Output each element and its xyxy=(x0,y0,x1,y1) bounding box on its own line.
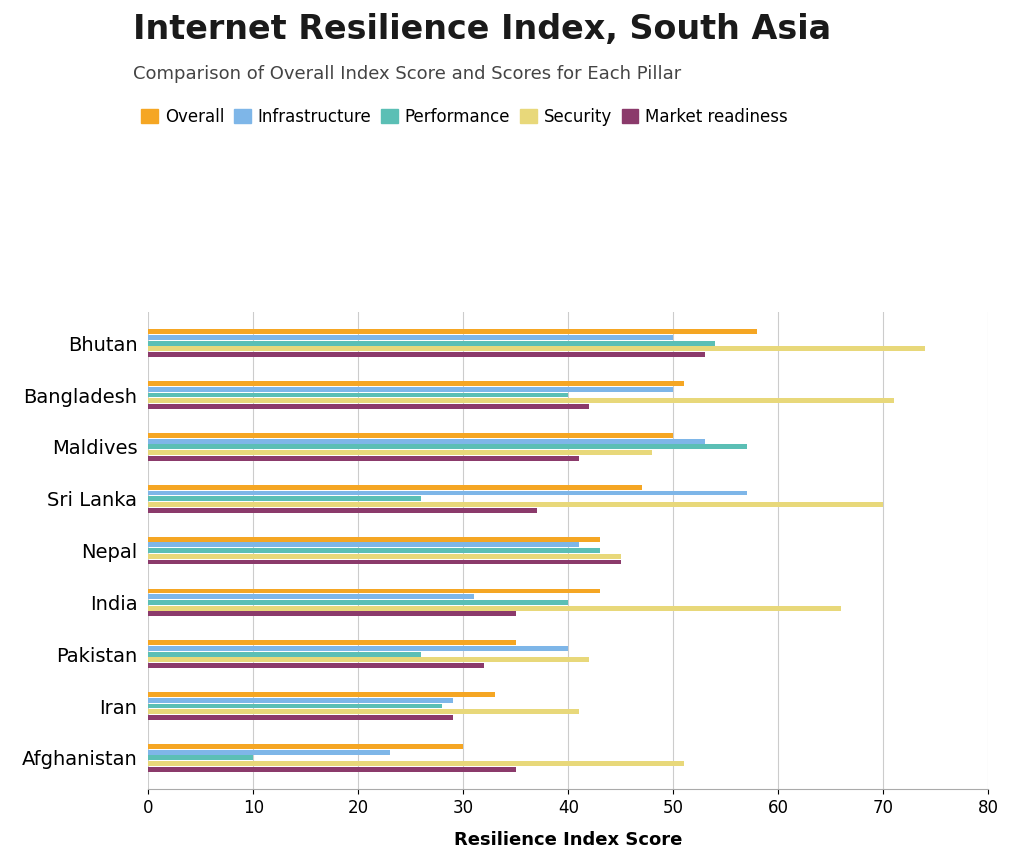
Bar xyxy=(148,352,705,357)
Bar xyxy=(148,433,674,438)
Bar xyxy=(148,663,484,668)
Bar xyxy=(148,548,600,553)
Bar xyxy=(148,445,746,449)
Bar xyxy=(148,381,684,386)
Bar xyxy=(148,611,516,616)
Bar xyxy=(148,709,579,714)
Bar xyxy=(148,554,621,558)
Bar xyxy=(148,600,568,605)
Bar xyxy=(148,657,590,662)
Bar xyxy=(148,761,684,766)
Bar xyxy=(148,755,254,760)
Bar xyxy=(148,393,568,397)
Bar xyxy=(148,543,579,547)
Text: Comparison of Overall Index Score and Scores for Each Pillar: Comparison of Overall Index Score and Sc… xyxy=(133,65,681,83)
X-axis label: Resilience Index Score: Resilience Index Score xyxy=(454,831,683,849)
Bar xyxy=(148,750,390,754)
Bar xyxy=(148,692,495,697)
Bar xyxy=(148,704,442,708)
Bar xyxy=(148,439,705,444)
Bar xyxy=(148,491,746,495)
Bar xyxy=(148,589,600,593)
Bar xyxy=(148,537,600,542)
Legend: Overall, Infrastructure, Performance, Security, Market readiness: Overall, Infrastructure, Performance, Se… xyxy=(141,108,787,126)
Bar xyxy=(148,715,453,720)
Bar xyxy=(148,404,590,409)
Bar xyxy=(148,594,474,599)
Bar xyxy=(148,329,758,335)
Bar xyxy=(148,496,422,501)
Bar xyxy=(148,646,568,651)
Bar xyxy=(148,450,652,455)
Bar xyxy=(148,508,537,512)
Bar xyxy=(148,766,516,772)
Bar xyxy=(148,652,422,656)
Bar xyxy=(148,559,621,564)
Bar xyxy=(148,347,926,351)
Bar xyxy=(148,606,842,610)
Bar xyxy=(148,335,674,340)
Bar xyxy=(148,485,642,490)
Bar xyxy=(148,341,715,346)
Bar xyxy=(148,641,516,645)
Bar xyxy=(148,456,579,460)
Bar xyxy=(148,387,674,392)
Bar xyxy=(148,398,894,403)
Text: Internet Resilience Index, South Asia: Internet Resilience Index, South Asia xyxy=(133,13,831,46)
Bar xyxy=(148,698,453,703)
Bar xyxy=(148,502,883,507)
Bar xyxy=(148,744,463,749)
